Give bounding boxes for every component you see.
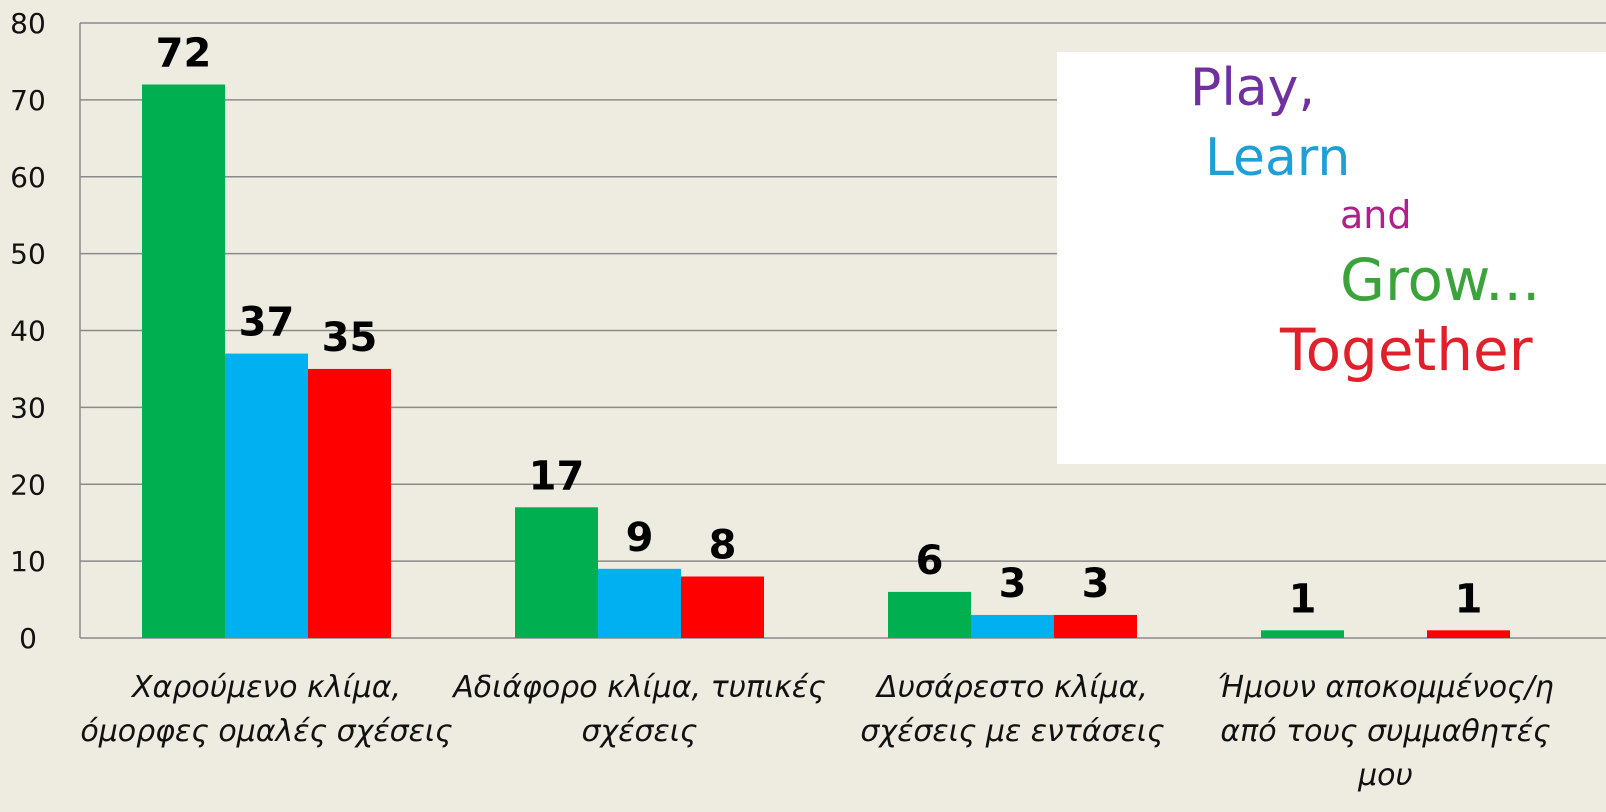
y-tick-label: 20 [10, 468, 46, 501]
bar [888, 591, 971, 638]
data-label: 1 [1289, 576, 1317, 622]
data-label: 17 [529, 453, 585, 499]
y-tick-label: 60 [10, 161, 46, 194]
bar [308, 368, 391, 638]
data-label: 9 [626, 515, 654, 561]
bar [1427, 630, 1510, 638]
y-tick-label: 10 [10, 545, 46, 578]
illustration [1057, 52, 1606, 464]
data-label: 3 [999, 561, 1027, 607]
data-label: 37 [239, 300, 295, 346]
x-tick-label: Αδιάφορο κλίμα, τυπικές σχέσεις [453, 670, 826, 749]
y-tick-label: 30 [10, 391, 46, 424]
y-tick-label: 80 [10, 7, 46, 40]
data-label: 72 [156, 31, 212, 77]
bar [598, 568, 681, 638]
bar [971, 614, 1054, 638]
data-label: 35 [322, 315, 378, 361]
data-label: 6 [916, 538, 944, 584]
x-tick-label: Ήμουν αποκομμένος/η από τους συμμαθητές … [1217, 670, 1554, 793]
illustration-text: and [1340, 193, 1412, 237]
data-label: 8 [709, 523, 737, 569]
y-tick-label: 0 [19, 622, 37, 655]
x-tick-label: Δυσάρεστο κλίμα, σχέσεις με εντάσεις [860, 670, 1165, 749]
data-label: 3 [1082, 561, 1110, 607]
y-tick-label: 40 [10, 315, 46, 348]
bar [142, 84, 225, 638]
illustration-text: Grow... [1340, 246, 1540, 314]
x-tick-label: Χαρούμενο κλίμα, όμορφες ομαλές σχέσεις [80, 670, 453, 749]
y-tick-label: 50 [10, 238, 46, 271]
bar [1054, 614, 1137, 638]
illustration-text: Together [1279, 316, 1533, 384]
bar [1261, 630, 1344, 638]
y-tick-label: 70 [10, 84, 46, 117]
illustration-text: Play, [1190, 58, 1315, 118]
bar [225, 353, 308, 638]
bar [681, 576, 764, 638]
data-label: 1 [1455, 576, 1483, 622]
illustration-text: Learn [1205, 128, 1350, 188]
bar [515, 507, 598, 638]
